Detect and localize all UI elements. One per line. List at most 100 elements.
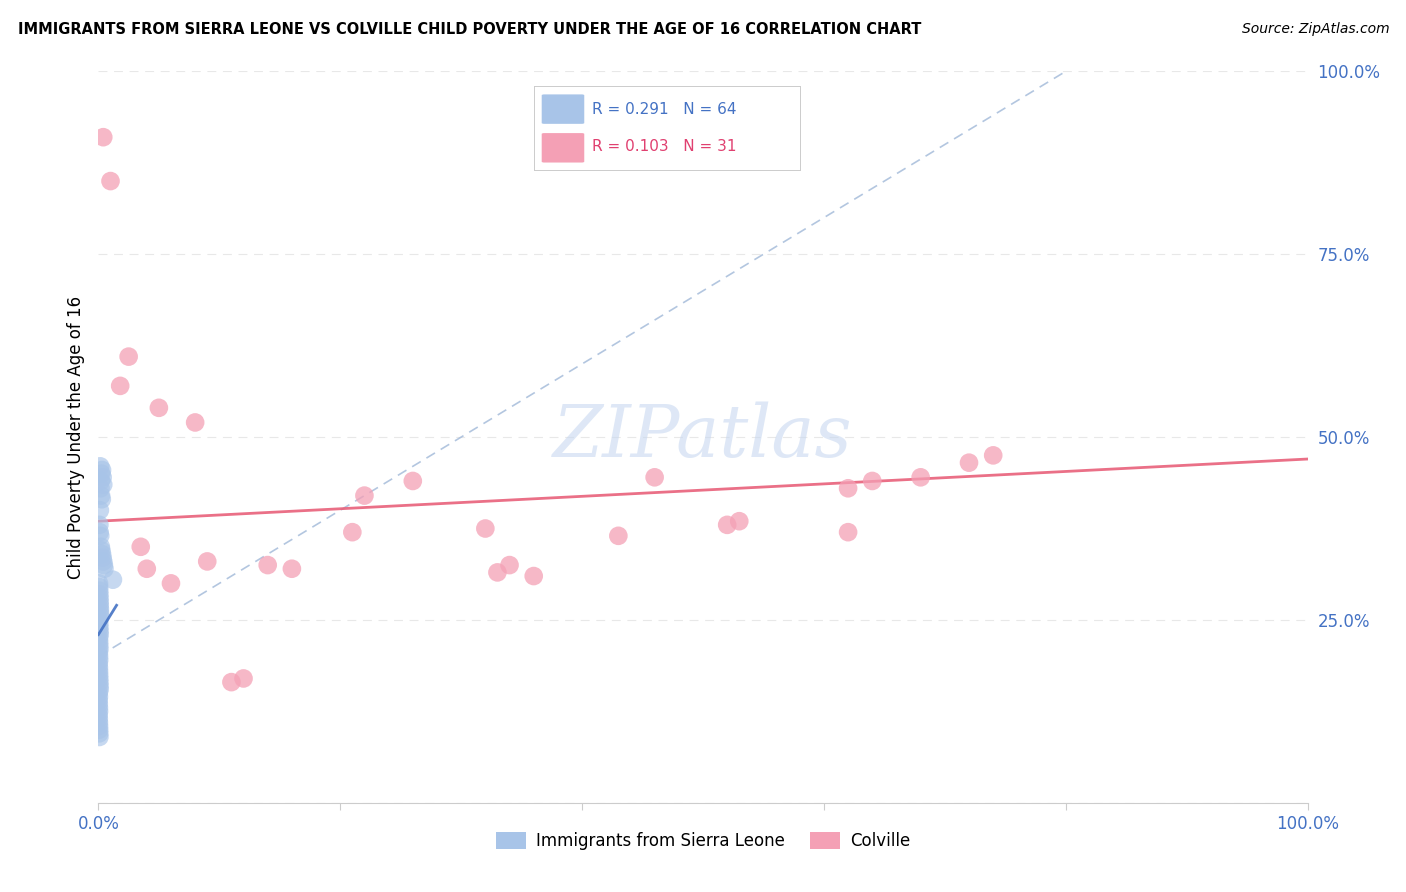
Point bbox=[135, 562, 157, 576]
Point bbox=[89, 606, 111, 620]
Point bbox=[716, 517, 738, 532]
Point bbox=[87, 646, 110, 660]
Point bbox=[160, 576, 183, 591]
Point bbox=[100, 174, 122, 188]
Point bbox=[89, 587, 111, 601]
Point bbox=[981, 448, 1004, 462]
Point bbox=[184, 416, 207, 430]
Point bbox=[89, 642, 111, 657]
Point bbox=[87, 657, 110, 671]
Point bbox=[87, 632, 110, 646]
Point bbox=[89, 730, 111, 744]
Point bbox=[89, 726, 111, 740]
Point bbox=[281, 562, 304, 576]
Point bbox=[90, 467, 112, 481]
Point bbox=[353, 489, 375, 503]
Y-axis label: Child Poverty Under the Age of 16: Child Poverty Under the Age of 16 bbox=[66, 295, 84, 579]
Point bbox=[89, 459, 111, 474]
Point bbox=[837, 525, 859, 540]
Point bbox=[498, 558, 520, 573]
Point bbox=[342, 525, 364, 540]
Point bbox=[89, 616, 111, 631]
Point bbox=[89, 635, 111, 649]
Point bbox=[256, 558, 278, 573]
Point bbox=[87, 715, 110, 730]
Point bbox=[89, 639, 111, 653]
Point bbox=[89, 682, 111, 697]
Point bbox=[87, 705, 110, 719]
Point bbox=[89, 679, 111, 693]
Point bbox=[89, 609, 111, 624]
Point bbox=[89, 675, 111, 690]
Point bbox=[87, 690, 110, 704]
Point bbox=[87, 686, 110, 700]
Point bbox=[90, 540, 112, 554]
Point bbox=[89, 599, 111, 613]
Point bbox=[89, 624, 111, 638]
Point bbox=[89, 529, 111, 543]
Point bbox=[89, 517, 111, 532]
Point bbox=[91, 470, 114, 484]
Point bbox=[129, 540, 152, 554]
Point bbox=[860, 474, 883, 488]
Text: IMMIGRANTS FROM SIERRA LEONE VS COLVILLE CHILD POVERTY UNDER THE AGE OF 16 CORRE: IMMIGRANTS FROM SIERRA LEONE VS COLVILLE… bbox=[18, 22, 922, 37]
Point bbox=[644, 470, 666, 484]
Point bbox=[91, 130, 114, 145]
Point bbox=[87, 660, 110, 674]
Point bbox=[89, 672, 111, 686]
Point bbox=[91, 547, 114, 561]
Point bbox=[87, 693, 110, 707]
Point bbox=[87, 664, 110, 678]
Point bbox=[118, 350, 141, 364]
Point bbox=[89, 667, 111, 681]
Point bbox=[89, 583, 111, 598]
Point bbox=[837, 481, 859, 495]
Point bbox=[89, 613, 111, 627]
Point bbox=[89, 591, 111, 605]
Point bbox=[89, 723, 111, 737]
Point bbox=[232, 672, 254, 686]
Point bbox=[87, 649, 110, 664]
Point bbox=[221, 675, 243, 690]
Point bbox=[91, 554, 114, 568]
Point bbox=[957, 456, 980, 470]
Point bbox=[474, 521, 496, 535]
Point bbox=[90, 489, 112, 503]
Point bbox=[89, 503, 111, 517]
Point bbox=[523, 569, 546, 583]
Point bbox=[89, 627, 111, 641]
Point bbox=[91, 477, 114, 491]
Point bbox=[90, 543, 112, 558]
Point bbox=[87, 719, 110, 733]
Point bbox=[402, 474, 425, 488]
Point bbox=[93, 562, 115, 576]
Legend: Immigrants from Sierra Leone, Colville: Immigrants from Sierra Leone, Colville bbox=[489, 825, 917, 856]
Point bbox=[87, 712, 110, 726]
Point bbox=[89, 620, 111, 634]
Point bbox=[90, 492, 112, 507]
Point bbox=[91, 463, 114, 477]
Point bbox=[728, 514, 751, 528]
Point bbox=[607, 529, 630, 543]
Text: ZIPatlas: ZIPatlas bbox=[553, 401, 853, 473]
Point bbox=[87, 700, 110, 714]
Point bbox=[87, 576, 110, 591]
Point bbox=[910, 470, 932, 484]
Point bbox=[108, 379, 131, 393]
Point bbox=[89, 525, 111, 540]
Point bbox=[89, 594, 111, 608]
Point bbox=[89, 602, 111, 616]
Point bbox=[89, 580, 111, 594]
Point bbox=[90, 474, 112, 488]
Point bbox=[90, 481, 112, 495]
Point bbox=[89, 653, 111, 667]
Point bbox=[87, 708, 110, 723]
Point bbox=[91, 550, 114, 565]
Point bbox=[101, 573, 124, 587]
Text: Source: ZipAtlas.com: Source: ZipAtlas.com bbox=[1241, 22, 1389, 37]
Point bbox=[486, 566, 509, 580]
Point bbox=[93, 558, 115, 573]
Point bbox=[195, 554, 218, 568]
Point bbox=[87, 697, 110, 711]
Point bbox=[148, 401, 170, 415]
